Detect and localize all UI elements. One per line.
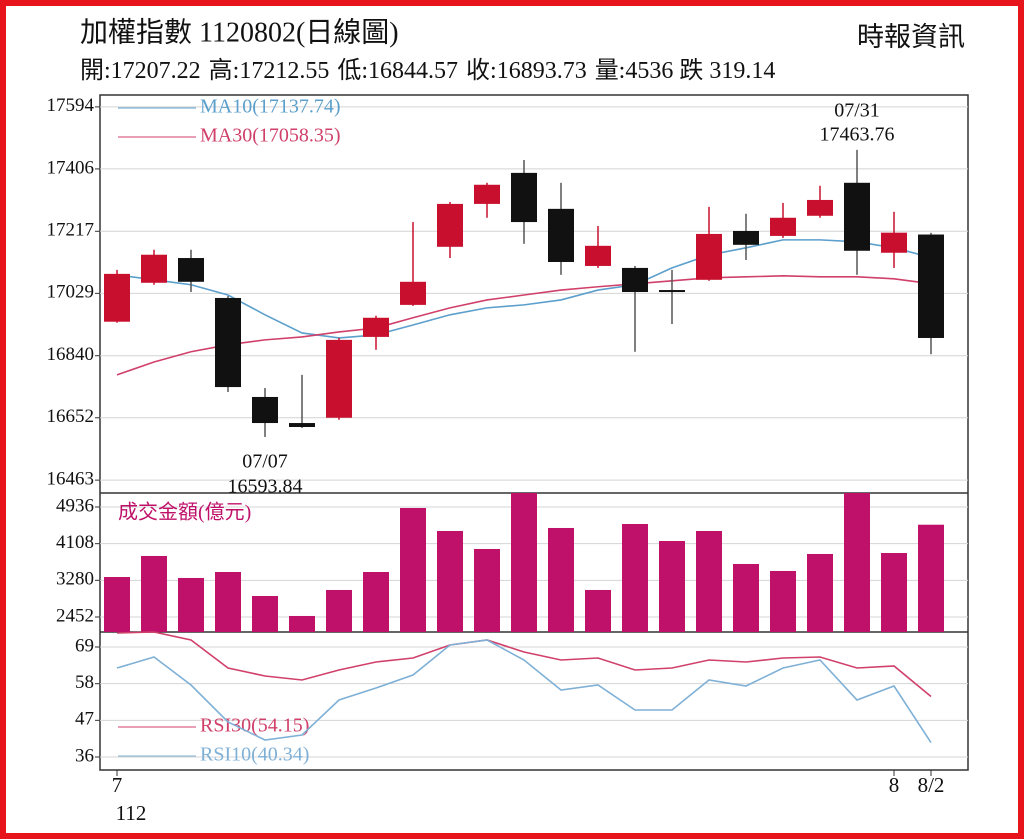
y-tick-label: 16652 xyxy=(47,406,95,427)
volume-bar xyxy=(881,553,907,632)
stats-line: 開:17207.22 高:17212.55 低:16844.57 收:16893.73… xyxy=(80,57,775,84)
x-tick-label: 8 xyxy=(889,773,900,797)
volume-bar xyxy=(289,615,315,632)
candle-body xyxy=(289,423,315,427)
volume-bar xyxy=(474,548,500,632)
stat-label: 高: xyxy=(209,57,240,84)
y-tick-label: 16463 xyxy=(47,468,95,489)
volume-bar xyxy=(141,555,167,632)
stat-value: 4536 xyxy=(625,58,673,84)
candle-body xyxy=(696,233,722,280)
ma-line xyxy=(116,239,932,339)
volume-tick-label: 4936 xyxy=(56,495,94,516)
volume-bar xyxy=(363,571,389,632)
volume-tick-label: 2452 xyxy=(56,605,94,626)
candle-body xyxy=(326,339,352,418)
volume-bar xyxy=(326,589,352,632)
source: 時報資訊 xyxy=(857,22,965,52)
plot-frame xyxy=(99,94,969,771)
annotation-value: 16593.84 xyxy=(228,476,303,498)
volume-bar xyxy=(437,530,463,632)
y-tick-label: 17029 xyxy=(47,282,95,303)
candle-body xyxy=(807,199,833,216)
volume-bar xyxy=(178,577,204,632)
legend-label: RSI30(54.15) xyxy=(200,715,309,737)
rsi-line xyxy=(116,631,932,698)
stat-value: 319.14 xyxy=(709,58,775,84)
candle-body xyxy=(252,396,278,424)
volume-bar xyxy=(104,577,130,632)
volume-bar xyxy=(622,523,648,632)
annotation-date: 07/07 xyxy=(242,451,288,473)
stat-label: 量: xyxy=(595,58,626,84)
volume-bar xyxy=(733,563,759,632)
volume-bar xyxy=(844,493,870,632)
volume-bar xyxy=(918,524,944,632)
candle-body xyxy=(659,290,685,293)
candle-body xyxy=(437,203,463,247)
y-tick-label: 17594 xyxy=(47,95,95,116)
candle-body xyxy=(733,230,759,245)
volume-bar xyxy=(770,570,796,632)
volume-bar xyxy=(696,530,722,632)
legend-label: MA10(17137.74) xyxy=(200,96,341,118)
candle-body xyxy=(881,232,907,253)
candle-body xyxy=(141,254,167,283)
stat-value: 17212.55 xyxy=(239,58,329,84)
candle-body xyxy=(178,258,204,282)
candle-body xyxy=(474,184,500,204)
volume-label: 成交金額(億元) xyxy=(118,501,251,524)
x-tick-label: 8/2 xyxy=(918,773,945,797)
legend-label: RSI10(40.34) xyxy=(200,744,309,766)
rsi-tick-label: 36 xyxy=(75,745,94,766)
candle-body xyxy=(844,182,870,251)
y-tick-label: 17406 xyxy=(47,157,95,178)
candle-body xyxy=(585,245,611,266)
volume-bar xyxy=(585,589,611,632)
candle-body xyxy=(104,273,130,322)
candle-body xyxy=(770,217,796,236)
chart-title: 加權指數 1120802(日線圖) xyxy=(80,16,399,48)
rsi-tick-label: 69 xyxy=(75,635,94,656)
x-tick-label: 7 xyxy=(112,773,123,797)
y-tick-label: 17217 xyxy=(47,220,95,241)
legend-label: MA30(17058.35) xyxy=(200,125,341,147)
stat-label: 低: xyxy=(337,57,368,84)
volume-tick-label: 4108 xyxy=(56,532,94,553)
candle-body xyxy=(918,234,944,338)
candle-body xyxy=(548,208,574,262)
rsi-tick-label: 58 xyxy=(75,672,94,693)
volume-bar xyxy=(215,571,241,632)
volume-bar xyxy=(807,553,833,632)
stat-value: 17207.22 xyxy=(111,58,201,84)
candle-body xyxy=(215,297,241,388)
stat-label: 跌 xyxy=(679,57,703,84)
volume-bar xyxy=(548,527,574,632)
candle-body xyxy=(511,172,537,223)
rsi-line xyxy=(116,639,932,743)
stat-label: 開: xyxy=(80,58,111,84)
annotation-date: 07/31 xyxy=(834,99,880,121)
candle-body xyxy=(622,267,648,293)
volume-bar xyxy=(659,541,685,632)
stat-value: 16844.57 xyxy=(368,58,458,84)
stat-label: 收: xyxy=(466,57,497,84)
ma-line xyxy=(116,275,932,376)
candle-body xyxy=(363,317,389,337)
volume-tick-label: 3280 xyxy=(56,569,94,590)
y-tick-label: 16840 xyxy=(47,344,95,365)
volume-bar xyxy=(400,508,426,632)
x-sublabel: 112 xyxy=(116,801,147,825)
annotation-value: 17463.76 xyxy=(820,123,895,145)
candle-body xyxy=(400,281,426,305)
volume-bar xyxy=(511,493,537,632)
rsi-tick-label: 47 xyxy=(75,709,94,730)
volume-bar xyxy=(252,595,278,632)
stat-value: 16893.73 xyxy=(497,58,587,84)
